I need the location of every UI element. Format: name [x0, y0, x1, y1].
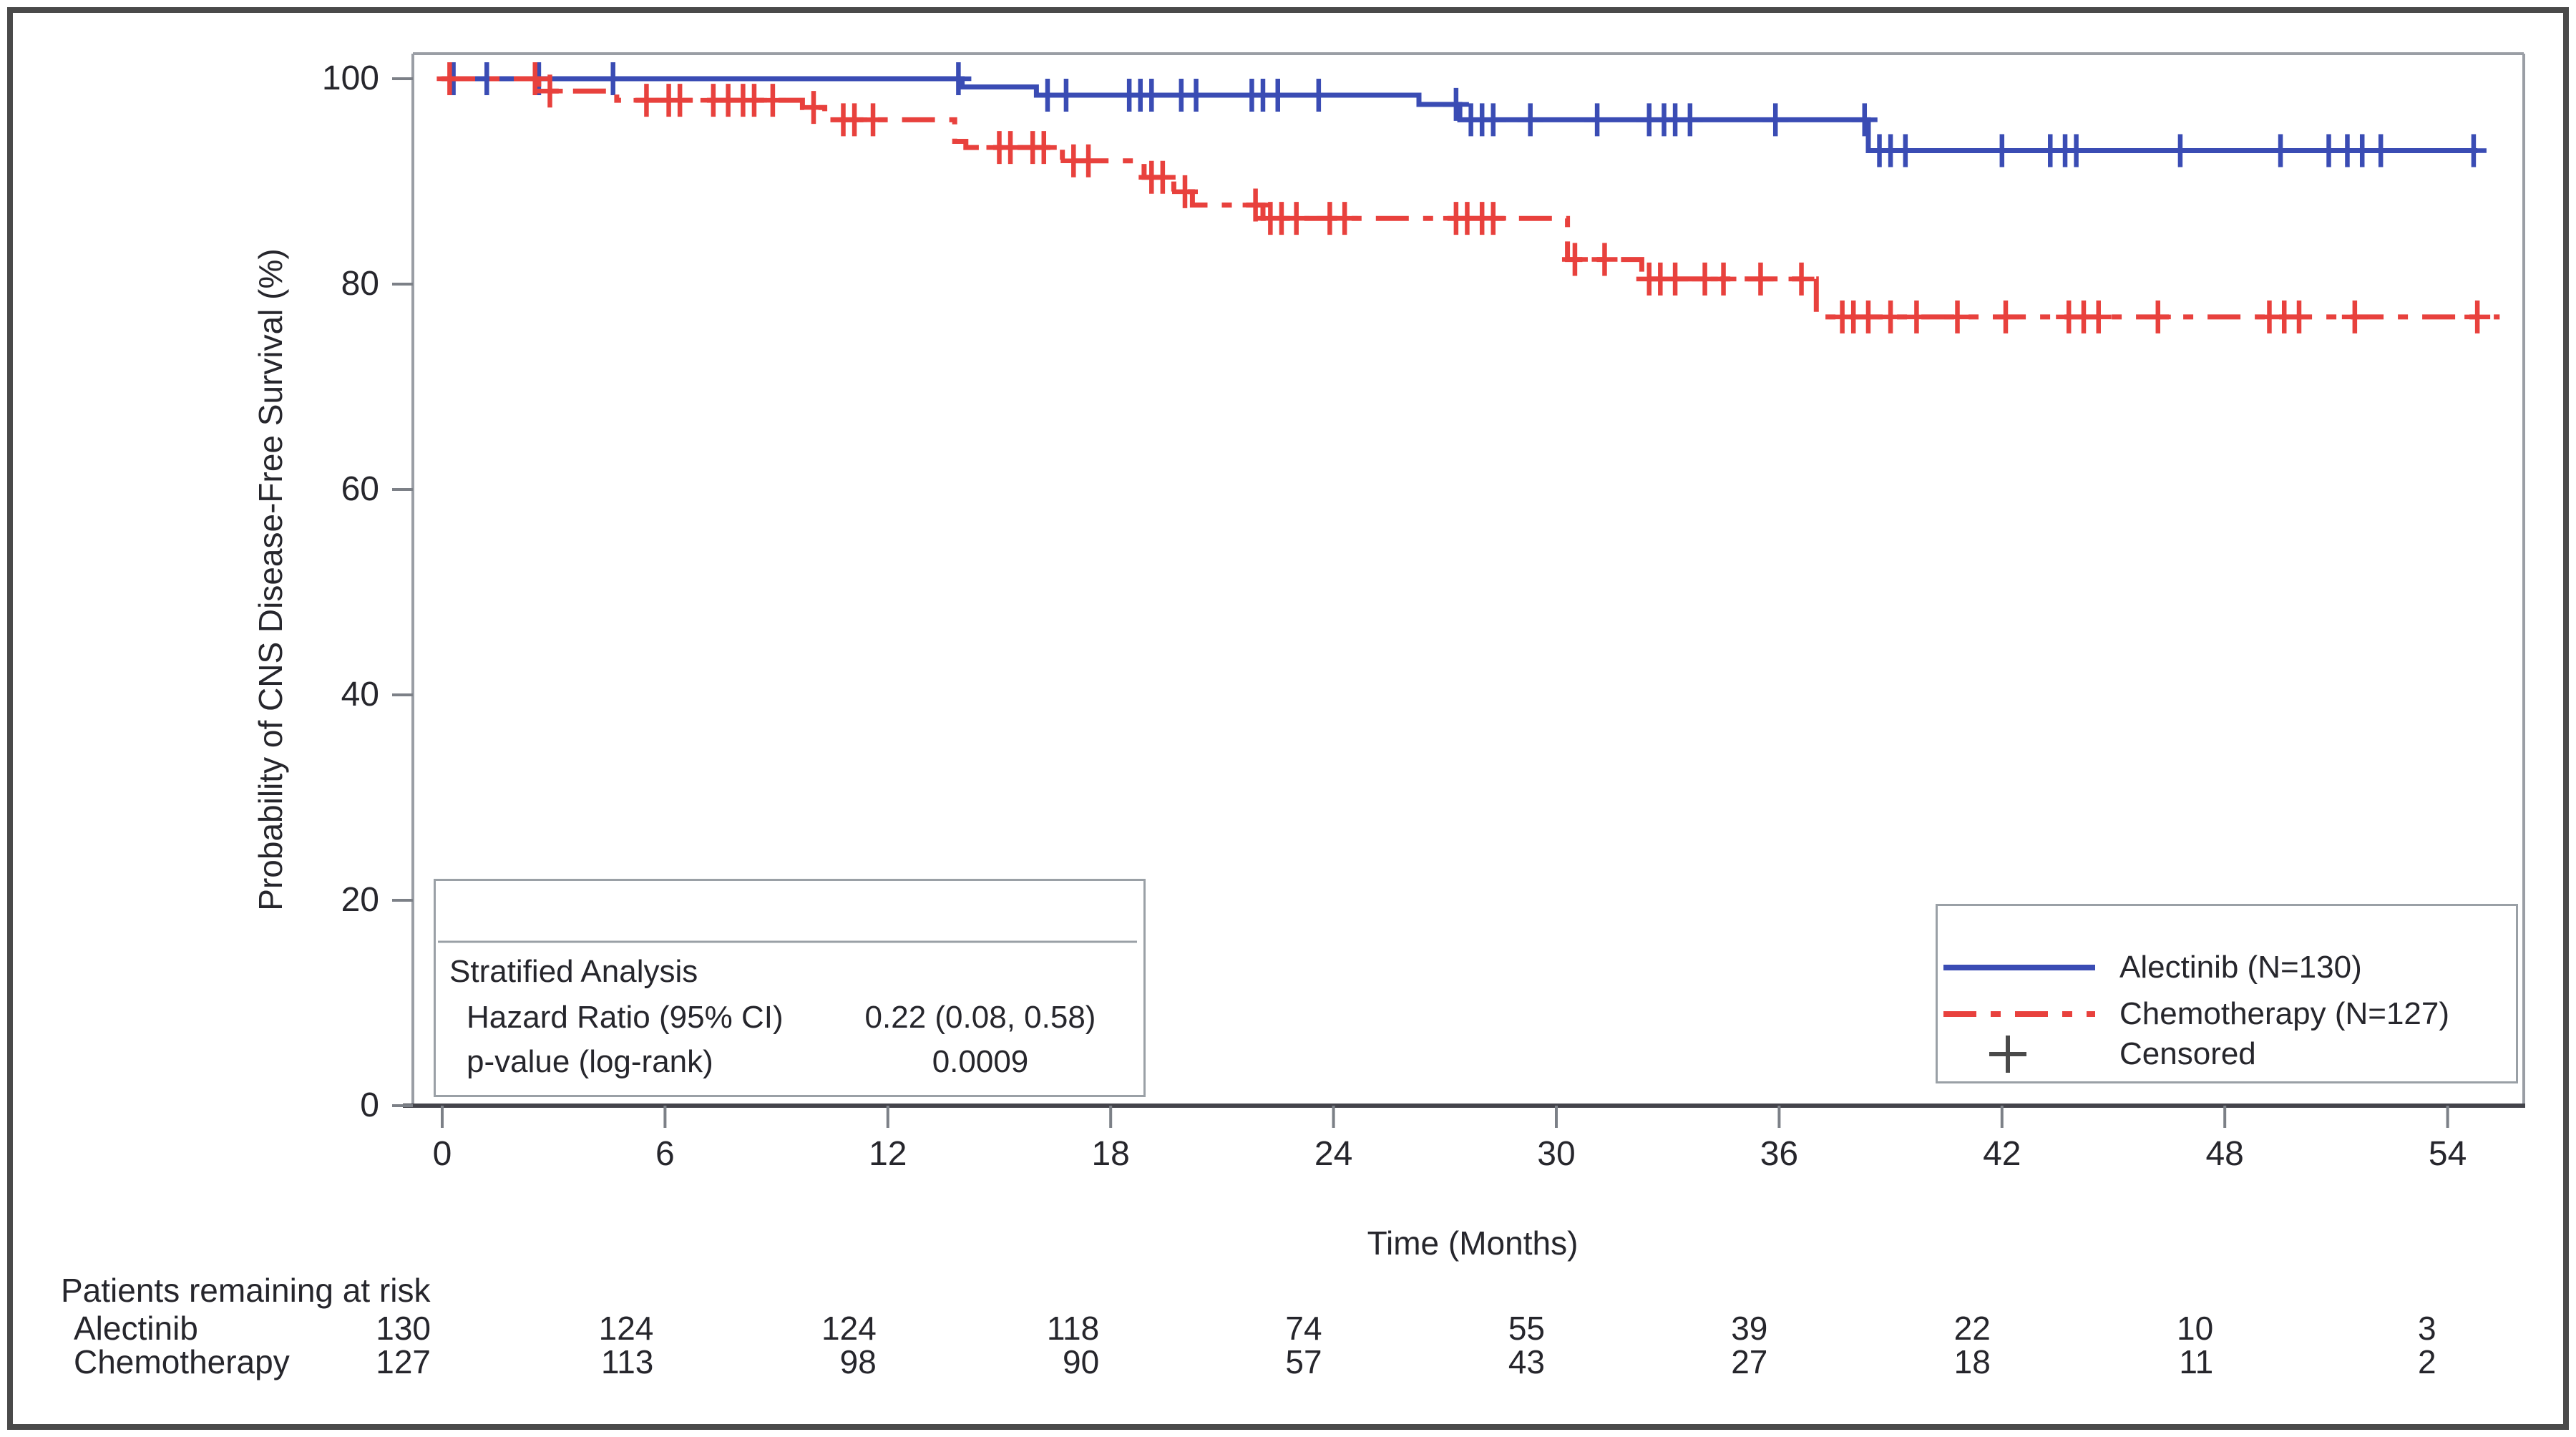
x-tick-label-12: 12 [869, 1135, 907, 1173]
risk-count-chemotherapy-42: 18 [1953, 1343, 1991, 1380]
y-tick-label-100: 100 [321, 59, 379, 97]
x-tick-label-30: 30 [1537, 1135, 1576, 1173]
risk-count-alectinib-12: 124 [821, 1310, 877, 1347]
y-tick-label-40: 40 [341, 676, 379, 713]
stats-box-title: Stratified Analysis [449, 954, 698, 989]
risk-count-alectinib-30: 55 [1508, 1310, 1545, 1347]
legend-box [1936, 904, 2518, 1083]
x-tick-label-6: 6 [655, 1135, 675, 1173]
x-tick-label-48: 48 [2205, 1135, 2244, 1173]
hazard-ratio-value: 0.22 (0.08, 0.58) [864, 1000, 1096, 1035]
risk-count-alectinib-42: 22 [1953, 1310, 1991, 1347]
risk-count-chemotherapy-18: 90 [1063, 1343, 1100, 1380]
legend-label-chemotherapy: Chemotherapy (N=127) [2119, 996, 2450, 1031]
risk-row-label-chemotherapy: Chemotherapy [74, 1343, 290, 1380]
risk-count-alectinib-48: 10 [2177, 1310, 2214, 1347]
risk-count-chemotherapy-24: 57 [1285, 1343, 1322, 1380]
risk-table-title: Patients remaining at risk [61, 1272, 431, 1309]
p-value-value: 0.0009 [932, 1044, 1029, 1079]
risk-count-alectinib-54: 3 [2418, 1310, 2436, 1347]
y-tick-label-0: 0 [360, 1086, 379, 1124]
y-tick-label-60: 60 [341, 470, 379, 508]
x-tick-label-18: 18 [1091, 1135, 1130, 1173]
alectinib-curve [442, 76, 2478, 153]
risk-row-label-alectinib: Alectinib [74, 1310, 198, 1347]
figure-border [7, 7, 2569, 1430]
risk-count-chemotherapy-36: 27 [1731, 1343, 1768, 1380]
x-axis-title: Time (Months) [1367, 1224, 1579, 1262]
x-tick-label-0: 0 [432, 1135, 452, 1173]
y-axis-title: Probability of CNS Disease-Free Survival… [252, 248, 289, 911]
risk-count-alectinib-36: 39 [1731, 1310, 1768, 1347]
p-value-label: p-value (log-rank) [467, 1044, 713, 1079]
risk-count-alectinib-24: 74 [1285, 1310, 1322, 1347]
risk-count-chemotherapy-48: 11 [2179, 1343, 2214, 1380]
risk-count-chemotherapy-0: 127 [376, 1343, 431, 1380]
legend-label-alectinib: Alectinib (N=130) [2119, 950, 2362, 985]
x-tick-label-54: 54 [2428, 1135, 2467, 1173]
y-tick-label-80: 80 [341, 265, 379, 303]
risk-count-chemotherapy-12: 98 [839, 1343, 877, 1380]
risk-count-alectinib-18: 118 [1046, 1310, 1100, 1347]
risk-count-alectinib-0: 130 [376, 1310, 431, 1347]
y-tick-label-20: 20 [341, 881, 379, 919]
risk-count-chemotherapy-30: 43 [1508, 1343, 1545, 1380]
risk-count-chemotherapy-54: 2 [2418, 1343, 2436, 1380]
x-tick-label-42: 42 [1983, 1135, 2021, 1173]
x-tick-label-24: 24 [1314, 1135, 1353, 1173]
risk-count-chemotherapy-6: 113 [601, 1343, 654, 1380]
risk-count-alectinib-6: 124 [598, 1310, 654, 1347]
hazard-ratio-label: Hazard Ratio (95% CI) [467, 1000, 784, 1035]
stats-box [434, 879, 1146, 1097]
x-tick-label-36: 36 [1760, 1135, 1799, 1173]
legend-label-censored: Censored [2119, 1036, 2256, 1071]
